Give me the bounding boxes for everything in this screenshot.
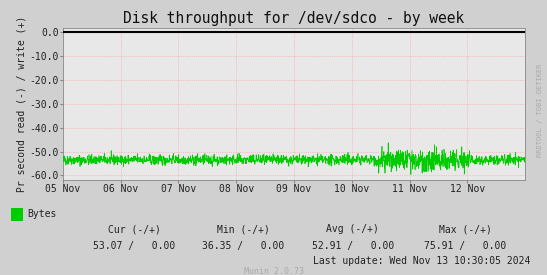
Text: 75.91 /   0.00: 75.91 / 0.00 — [424, 241, 506, 251]
Title: Disk throughput for /dev/sdco - by week: Disk throughput for /dev/sdco - by week — [124, 11, 464, 26]
Text: Bytes: Bytes — [27, 209, 57, 219]
Text: Max (-/+): Max (-/+) — [439, 224, 491, 234]
Text: Min (-/+): Min (-/+) — [217, 224, 270, 234]
Text: Avg (-/+): Avg (-/+) — [327, 224, 379, 234]
Text: Cur (-/+): Cur (-/+) — [108, 224, 160, 234]
Y-axis label: Pr second read (-) / write (+): Pr second read (-) / write (+) — [16, 16, 27, 192]
Text: 53.07 /   0.00: 53.07 / 0.00 — [93, 241, 175, 251]
Text: RRDTOOL / TOBI OETIKER: RRDTOOL / TOBI OETIKER — [537, 63, 543, 157]
Text: Munin 2.0.73: Munin 2.0.73 — [243, 267, 304, 275]
Text: Last update: Wed Nov 13 10:30:05 2024: Last update: Wed Nov 13 10:30:05 2024 — [313, 256, 531, 266]
Text: 36.35 /   0.00: 36.35 / 0.00 — [202, 241, 284, 251]
Text: 52.91 /   0.00: 52.91 / 0.00 — [312, 241, 394, 251]
